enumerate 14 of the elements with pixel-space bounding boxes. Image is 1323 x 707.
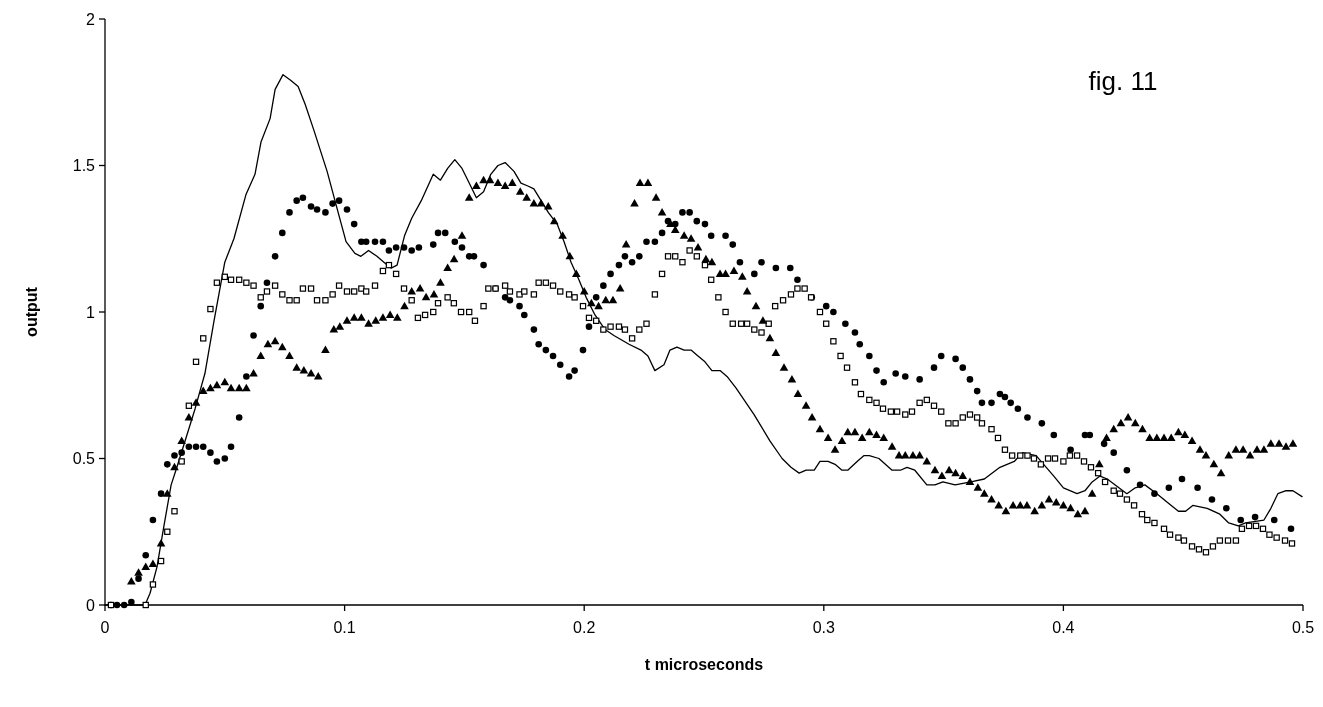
- y-tick-label: 1.5: [72, 157, 96, 175]
- x-tick-label: 0.3: [812, 619, 836, 636]
- x-tick-label: 0.2: [573, 619, 596, 636]
- y-tick-label: 0.5: [72, 450, 96, 468]
- x-tick-label: 0.1: [333, 619, 356, 636]
- y-tick-label: 0: [86, 596, 96, 614]
- y-axis-title: output: [23, 286, 40, 337]
- x-tick-label: 0.4: [1052, 619, 1075, 636]
- x-tick-label: 0: [100, 619, 110, 636]
- x-axis-title: t microseconds: [644, 656, 764, 673]
- y-tick-label: 1: [86, 303, 96, 321]
- y-tick-label: 2: [86, 10, 96, 28]
- x-tick-label: 0.5: [1291, 619, 1315, 636]
- text: fig. 11: [1088, 66, 1158, 96]
